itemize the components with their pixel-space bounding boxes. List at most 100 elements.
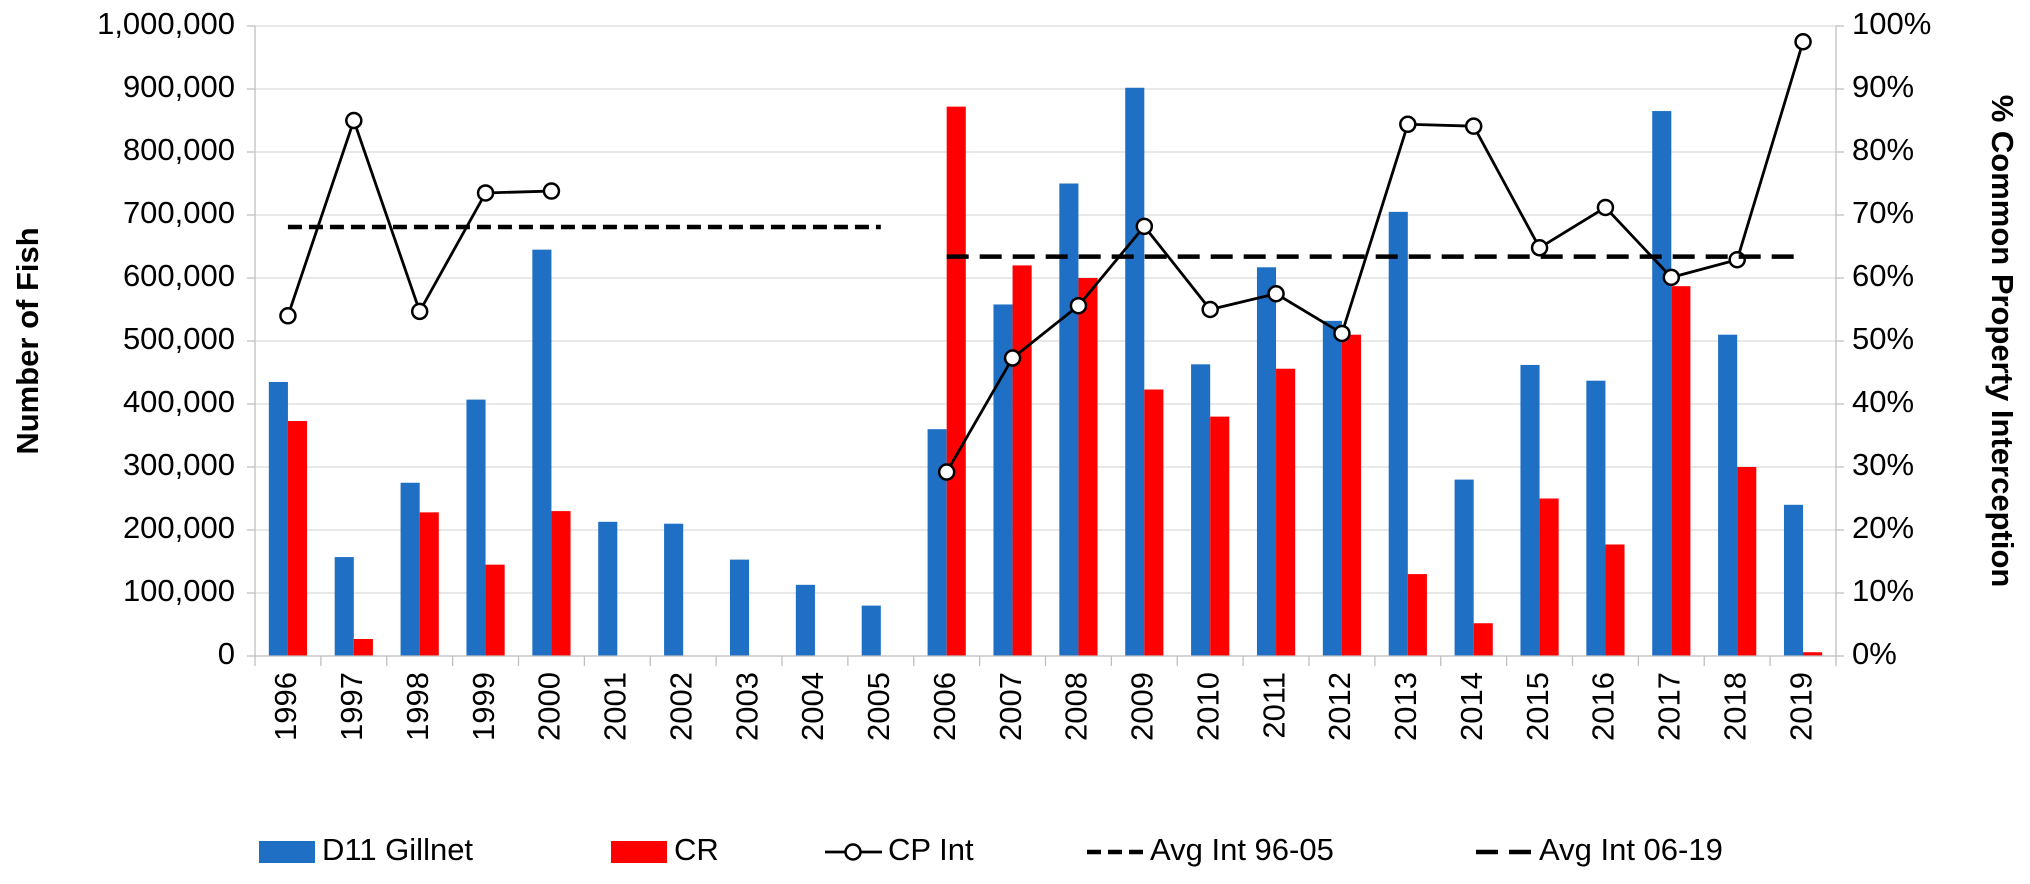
y-tick-label: 500,000 — [123, 321, 235, 356]
legend-marker — [844, 843, 862, 861]
bar — [598, 521, 618, 656]
y2-tick-label: 20% — [1852, 510, 1914, 545]
bar — [532, 249, 552, 656]
x-tick-label: 2015 — [1520, 672, 1555, 741]
x-tick-label: 2005 — [861, 672, 896, 741]
x-tick-label: 2001 — [598, 672, 633, 741]
bar — [946, 106, 966, 656]
bar — [861, 605, 881, 656]
legend-label: Avg Int 96-05 — [1150, 832, 1334, 867]
y2-tick-label: 0% — [1852, 636, 1897, 671]
bar — [1586, 380, 1606, 656]
y-axis-title: Number of Fish — [10, 227, 45, 454]
bar — [485, 564, 505, 656]
x-tick-label: 2011 — [1256, 672, 1291, 739]
marker — [1794, 33, 1812, 51]
marker — [1399, 115, 1417, 134]
x-tick-label: 2007 — [993, 672, 1028, 741]
x-tick-label: 2019 — [1783, 672, 1818, 741]
legend-label: Avg Int 06-19 — [1539, 832, 1723, 867]
bar — [927, 429, 947, 656]
bar — [1520, 364, 1540, 656]
y-tick-label: 900,000 — [123, 69, 235, 104]
y2-tick-label: 90% — [1852, 69, 1914, 104]
bar — [1539, 498, 1559, 656]
bar — [729, 559, 750, 656]
y2-axis-title: % Common Property Interception — [1985, 95, 2020, 588]
marker — [1267, 285, 1285, 303]
bar — [993, 304, 1013, 656]
bar — [1718, 334, 1738, 656]
y2-tick-label: 70% — [1852, 195, 1914, 230]
x-tick-label: 2002 — [663, 672, 698, 741]
legend-label: CR — [674, 832, 719, 867]
bar — [1256, 267, 1277, 656]
bar — [1407, 574, 1427, 656]
y2-tick-label: 30% — [1852, 447, 1914, 482]
y-tick-label: 100,000 — [123, 573, 235, 608]
marker — [1333, 324, 1351, 343]
bar — [1322, 320, 1342, 656]
marker — [279, 307, 297, 325]
marker — [542, 182, 561, 200]
bar — [1125, 87, 1145, 657]
bar — [1341, 334, 1362, 656]
x-tick-label: 2014 — [1454, 672, 1489, 741]
bar — [551, 511, 571, 656]
bar — [1012, 265, 1032, 656]
marker — [1135, 217, 1154, 236]
bar — [664, 523, 684, 656]
y-tick-label: 800,000 — [123, 132, 235, 167]
marker — [1662, 268, 1681, 287]
y-tick-label: 200,000 — [123, 510, 235, 545]
x-tick-label: 1999 — [466, 672, 501, 741]
marker — [1530, 239, 1549, 257]
y2-tick-label: 10% — [1852, 573, 1914, 608]
legend-swatch — [259, 841, 315, 863]
x-tick-label: 2013 — [1388, 672, 1423, 741]
x-tick-label: 1998 — [400, 672, 435, 741]
marker — [937, 463, 956, 481]
x-tick-label: 2010 — [1190, 672, 1225, 741]
x-tick-label: 2016 — [1586, 672, 1621, 741]
marker — [1464, 117, 1483, 135]
marker — [345, 111, 363, 130]
bar — [1473, 623, 1493, 656]
bar — [287, 421, 308, 656]
bar — [1605, 544, 1625, 656]
bar — [1078, 278, 1098, 656]
bar — [1652, 111, 1672, 657]
bar — [268, 381, 288, 656]
x-tick-label: 2017 — [1652, 672, 1687, 741]
y2-tick-label: 60% — [1852, 258, 1914, 293]
bar — [334, 557, 354, 656]
legend-swatch — [611, 841, 667, 863]
y-tick-label: 0 — [218, 636, 235, 671]
marker — [476, 184, 495, 202]
marker — [1596, 198, 1615, 217]
bar — [1737, 467, 1757, 656]
line — [286, 116, 552, 317]
bar — [1276, 368, 1296, 656]
legend-label: D11 Gillnet — [322, 832, 473, 867]
bar — [795, 584, 815, 656]
x-tick-label: 2018 — [1717, 672, 1752, 741]
y-tick-label: 1,000,000 — [97, 6, 235, 41]
x-tick-label: 2009 — [1125, 672, 1160, 741]
bar — [419, 512, 439, 656]
x-tick-label: 1997 — [334, 672, 369, 741]
y2-tick-label: 80% — [1852, 132, 1914, 167]
y-tick-label: 700,000 — [123, 195, 235, 230]
bar — [400, 482, 420, 656]
bar — [1191, 364, 1211, 656]
bar — [1783, 504, 1804, 656]
x-tick-label: 2006 — [927, 672, 962, 741]
marker — [410, 302, 429, 321]
marker — [1003, 349, 1022, 367]
marker — [1201, 300, 1219, 319]
y2-tick-label: 40% — [1852, 384, 1914, 419]
legend-label: CP Int — [888, 832, 974, 867]
bar — [353, 638, 373, 656]
x-tick-label: 1996 — [268, 672, 303, 741]
